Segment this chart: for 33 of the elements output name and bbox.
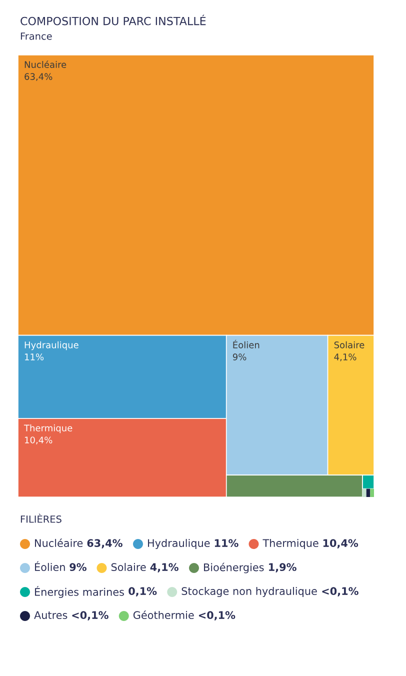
category-label: Nucléaire <box>24 60 66 68</box>
category-label: Éolien <box>35 561 65 572</box>
category-label: Hydraulique <box>148 538 210 550</box>
data-label: 4,1% <box>150 563 178 572</box>
data-label: 10,4% <box>24 436 52 444</box>
category-label: Solaire <box>111 562 146 572</box>
text: France <box>20 32 52 40</box>
text: 63,4% <box>24 73 52 81</box>
legend-title: FILIÈRES <box>20 514 62 523</box>
data-label: 0,1% <box>128 587 157 596</box>
category-label: Énergies marines <box>35 586 124 598</box>
data-label: 11% <box>24 354 44 360</box>
data-label: 1,9% <box>269 563 296 572</box>
data-label: 9% <box>70 563 86 572</box>
category-label: Stockage non hydraulique <box>182 586 317 598</box>
category-label: Géothermie <box>133 610 194 620</box>
text: 11% <box>214 539 238 548</box>
text: COMPOSITION DU PARC INSTALLÉ <box>20 14 206 26</box>
data-label: 63,4% <box>87 539 122 548</box>
category-label: Thermique <box>262 538 318 550</box>
category-label: Bioénergies <box>204 562 264 574</box>
data-label: <0,1% <box>198 611 236 620</box>
text: 9% <box>232 354 246 360</box>
category-label: Hydraulique <box>24 341 78 350</box>
category-label: Thermique <box>24 424 72 434</box>
data-label: <0,1% <box>72 611 108 620</box>
category-label: Nucléaire <box>35 538 83 548</box>
category-label: Solaire <box>334 341 364 348</box>
category-label: Autres <box>34 611 68 620</box>
category-label: Éolien <box>233 340 260 348</box>
data-label: <0,1% <box>322 587 358 596</box>
text: 4,1% <box>334 354 356 362</box>
text: 10,4% <box>323 539 358 548</box>
